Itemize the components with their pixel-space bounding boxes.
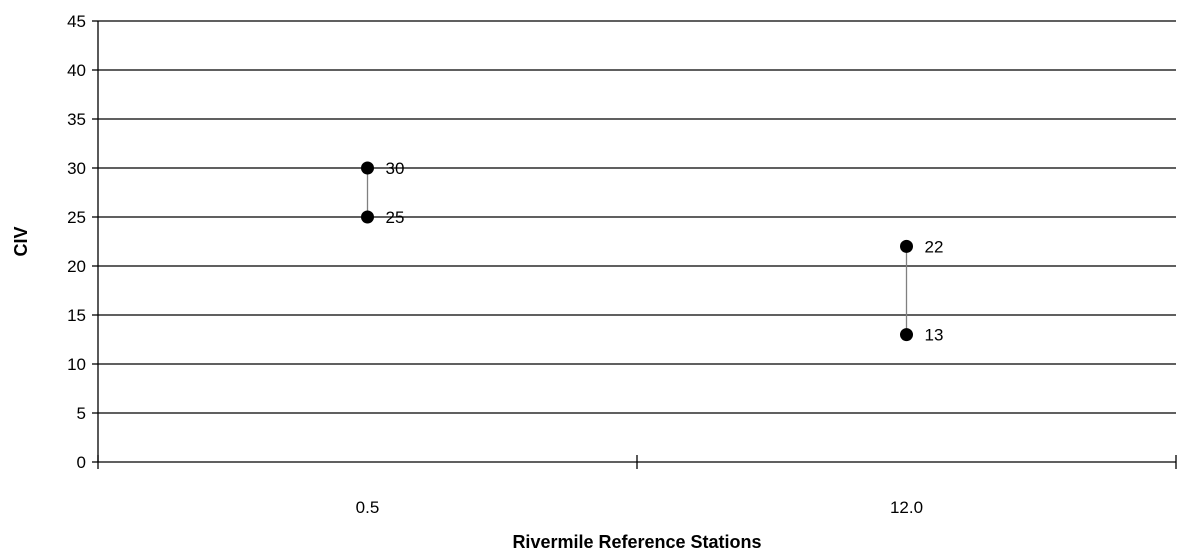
x-axis-title: Rivermile Reference Stations bbox=[512, 532, 761, 552]
x-tick-label: 12.0 bbox=[890, 498, 923, 517]
y-tick-label: 10 bbox=[67, 355, 86, 374]
data-point bbox=[361, 161, 374, 175]
y-tick-label: 40 bbox=[67, 61, 86, 80]
data-points bbox=[361, 161, 913, 342]
range-lines bbox=[366, 168, 908, 335]
y-tick-label: 30 bbox=[67, 159, 86, 178]
y-tick-label: 35 bbox=[67, 110, 86, 129]
data-label: 13 bbox=[925, 326, 944, 345]
x-axis-ticks: 0.5 12.0 bbox=[97, 455, 1177, 517]
data-point bbox=[900, 328, 913, 342]
data-labels: 30 22 25 13 bbox=[386, 159, 944, 345]
y-tick-label: 15 bbox=[67, 306, 86, 325]
data-point bbox=[361, 210, 374, 224]
y-tick-label: 45 bbox=[67, 12, 86, 31]
y-tick-label: 0 bbox=[77, 453, 86, 472]
data-label: 22 bbox=[925, 237, 944, 256]
data-point bbox=[900, 239, 913, 253]
data-label: 25 bbox=[386, 208, 405, 227]
axes bbox=[97, 21, 1176, 463]
data-label: 30 bbox=[386, 159, 405, 178]
y-tick-label: 25 bbox=[67, 208, 86, 227]
y-axis-ticks: 0 5 10 15 20 25 30 35 40 45 bbox=[67, 12, 98, 472]
y-tick-label: 20 bbox=[67, 257, 86, 276]
y-axis-title: CIV bbox=[11, 226, 31, 256]
x-tick-label: 0.5 bbox=[356, 498, 380, 517]
gridlines bbox=[98, 20, 1176, 414]
y-tick-label: 5 bbox=[77, 404, 86, 423]
